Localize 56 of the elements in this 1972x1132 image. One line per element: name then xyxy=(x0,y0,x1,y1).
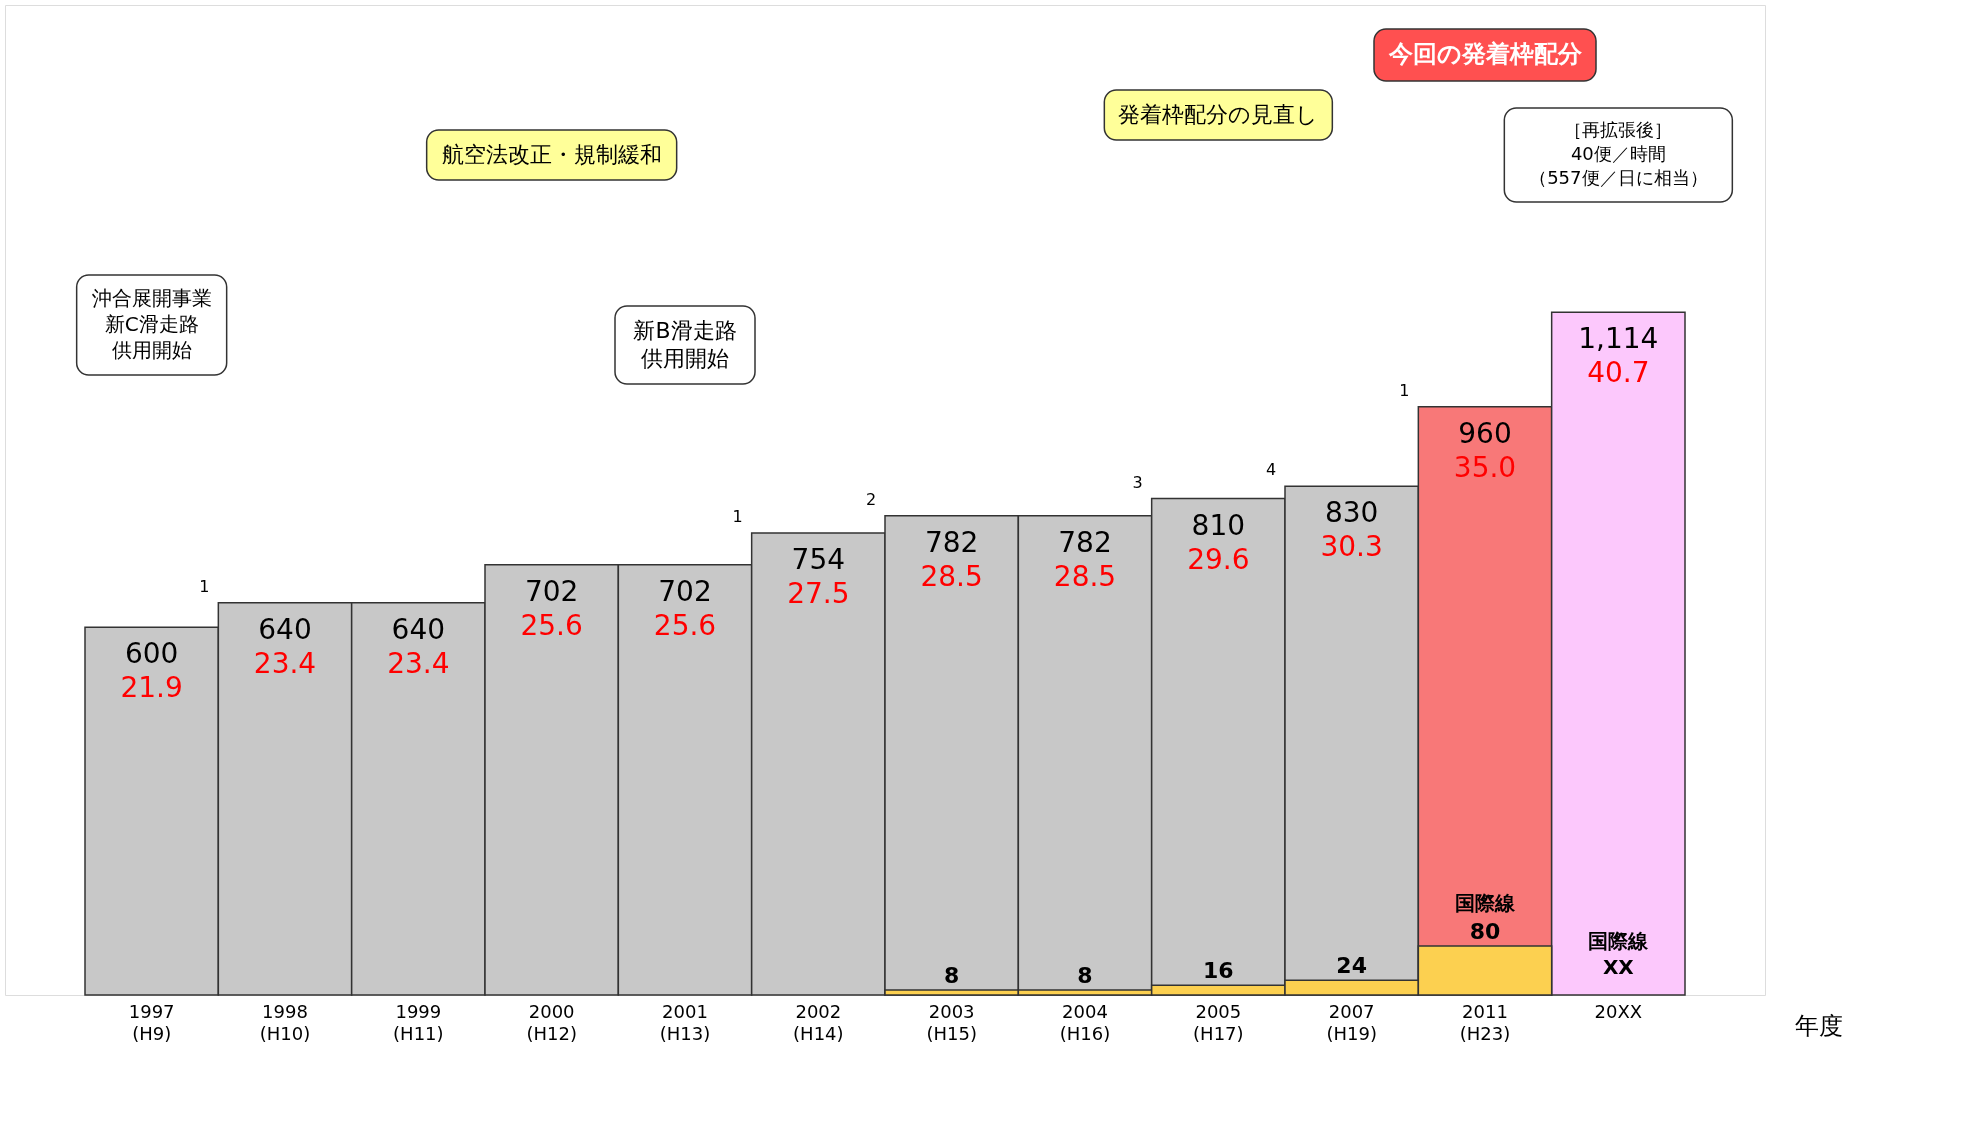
x-tick-label: 2005 (H17) xyxy=(1193,1000,1244,1044)
data-label: 830 xyxy=(1324,496,1379,530)
annotation: 27.5 xyxy=(787,576,850,610)
data-label: 1,114 xyxy=(1578,322,1659,356)
data-label: 16 xyxy=(1203,958,1234,984)
data-label: 810 xyxy=(1191,508,1246,542)
annotation: 沖合展開事業新C滑走路供用開始 xyxy=(91,286,212,362)
data-label: 782 xyxy=(1058,525,1112,559)
annotation: 1 xyxy=(732,506,743,526)
x-tick-label: 2011 (H23) xyxy=(1459,1000,1511,1044)
annotation: 35.0 xyxy=(1453,450,1517,484)
data-label: 8 xyxy=(1077,963,1093,989)
annotation: 29.6 xyxy=(1187,542,1250,576)
data-label: 754 xyxy=(791,542,846,576)
data-label: 8 xyxy=(944,963,960,989)
x-tick-label: 1999 (H11) xyxy=(393,1000,444,1044)
x-tick-label: 2000 (H12) xyxy=(526,1000,577,1044)
text: ［再拡張後］40便／時間（557便／日に相当） xyxy=(1529,119,1708,188)
x-tick-label: 2003 (H15) xyxy=(926,1000,977,1044)
annotation: 28.5 xyxy=(1053,559,1117,593)
x-tick-label: 1998 (H10) xyxy=(259,1000,311,1044)
data-label: 702 xyxy=(524,574,579,608)
annotation: 1 xyxy=(199,576,210,596)
x-tick-label: 20XX xyxy=(1594,1000,1643,1022)
annotation: 23.4 xyxy=(253,646,317,680)
annotation: 4 xyxy=(1265,460,1277,480)
data-label: 600 xyxy=(124,637,179,671)
x-axis-title: 年度 xyxy=(1795,1012,1843,1040)
annotation: 40.7 xyxy=(1587,356,1650,390)
text: 発着枠配分の見直し xyxy=(1118,102,1319,127)
annotation: 25.6 xyxy=(653,608,717,642)
x-tick-label: 2007 (H19) xyxy=(1326,1000,1377,1044)
annotation: 21.9 xyxy=(120,671,183,705)
x-tick-label: 2002 (H14) xyxy=(793,1000,844,1044)
text: 今回の発着枠配分 xyxy=(1387,40,1583,68)
x-tick-label: 1997 (H9) xyxy=(128,1000,175,1044)
data-label: 640 xyxy=(258,612,312,646)
data-label: 24 xyxy=(1336,953,1367,979)
data-label: 702 xyxy=(658,574,712,608)
x-tick-label: 2001 (H13) xyxy=(659,1000,711,1044)
annotation: 30.3 xyxy=(1320,530,1383,564)
annotation: 新B滑走路供用開始 xyxy=(633,318,737,371)
series-label: 国際線 xyxy=(1455,890,1516,915)
data-label: 960 xyxy=(1458,416,1512,450)
text: 航空法改正・規制緩和 xyxy=(441,142,662,167)
annotation: 3 xyxy=(1132,472,1143,492)
data-label: 640 xyxy=(391,612,446,646)
annotation: 25.6 xyxy=(520,608,583,642)
annotation: 国際線XX xyxy=(1588,929,1650,979)
annotation: 23.4 xyxy=(387,646,450,680)
annotation: 28.5 xyxy=(920,559,983,593)
x-tick-label: 2004 (H16) xyxy=(1059,1000,1111,1044)
data-label: 782 xyxy=(924,525,979,559)
annotation: 2 xyxy=(865,489,877,509)
annotation: 1 xyxy=(1399,380,1410,400)
data-label: 80 xyxy=(1469,918,1501,944)
